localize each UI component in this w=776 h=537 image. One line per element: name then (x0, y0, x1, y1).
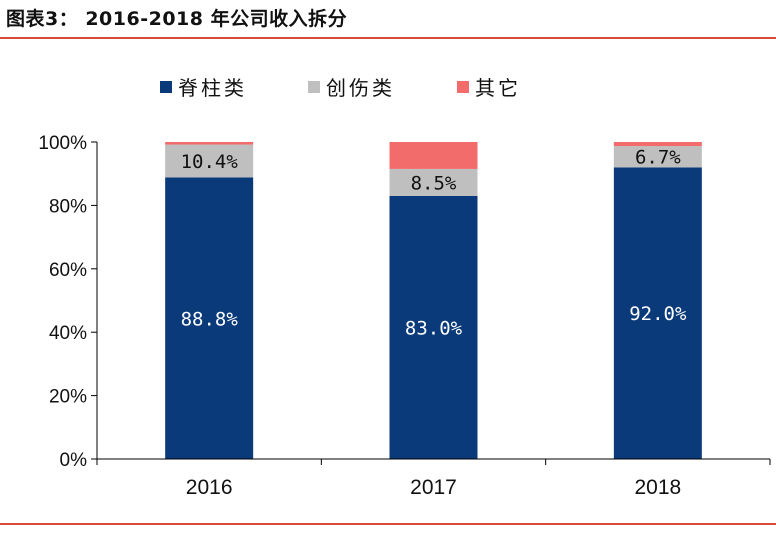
legend-label-0: 脊柱类 (178, 76, 247, 100)
data-label-2016-series-1: 10.4% (181, 151, 239, 173)
y-tick-label-3: 60% (49, 260, 87, 281)
x-axis: 2016 2017 2018 (96, 458, 771, 499)
y-tick-label-2: 40% (49, 323, 87, 344)
legend-label-1: 创伤类 (326, 76, 395, 100)
y-tick-label-5: 100% (38, 133, 87, 154)
bar-2017-series-2 (389, 142, 478, 169)
bar-2018-series-0 (613, 167, 702, 460)
top-divider (0, 37, 776, 39)
data-label-2017-series-1: 8.5% (411, 172, 457, 194)
y-tick-label-0: 0% (60, 450, 88, 471)
legend-swatch-1 (308, 81, 320, 93)
legend-label-2: 其它 (475, 76, 521, 100)
bar-2018-series-1 (613, 146, 702, 168)
stacked-bar-chart: 脊柱类 创伤类 其它 0% 20% 40% 60% 80% 100% 88.8% 10.4% 83… (38, 76, 771, 499)
data-label-2016-series-0: 88.8% (181, 308, 239, 330)
bar-2018-series-2 (613, 142, 702, 147)
data-label-2017-series-0: 83.0% (405, 317, 463, 339)
bars: 88.8% 10.4% 83.0% 8.5% 92.0% 6.7% (165, 142, 702, 460)
y-axis: 0% 20% 40% 60% 80% 100% (38, 133, 98, 471)
bar-2017-series-1 (389, 168, 478, 196)
x-tick-label-2017: 2017 (410, 476, 457, 499)
x-tick-label-2016: 2016 (186, 476, 233, 499)
legend: 脊柱类 创伤类 其它 (160, 76, 521, 100)
bar-2016-series-2 (165, 142, 254, 145)
data-label-2018-series-1: 6.7% (635, 147, 681, 169)
legend-swatch-0 (160, 81, 172, 93)
bottom-divider (0, 523, 776, 525)
bar-2016-series-0 (165, 177, 254, 459)
y-tick-label-4: 80% (49, 196, 87, 217)
x-tick-label-2018: 2018 (634, 476, 681, 499)
figure-title: 图表3： 2016-2018 年公司收入拆分 (6, 8, 348, 30)
bar-2016-series-1 (165, 144, 254, 178)
data-label-2018-series-0: 92.0% (629, 303, 687, 325)
bar-2017-series-0 (389, 195, 478, 459)
y-tick-label-1: 20% (49, 387, 87, 408)
legend-swatch-2 (457, 81, 469, 93)
